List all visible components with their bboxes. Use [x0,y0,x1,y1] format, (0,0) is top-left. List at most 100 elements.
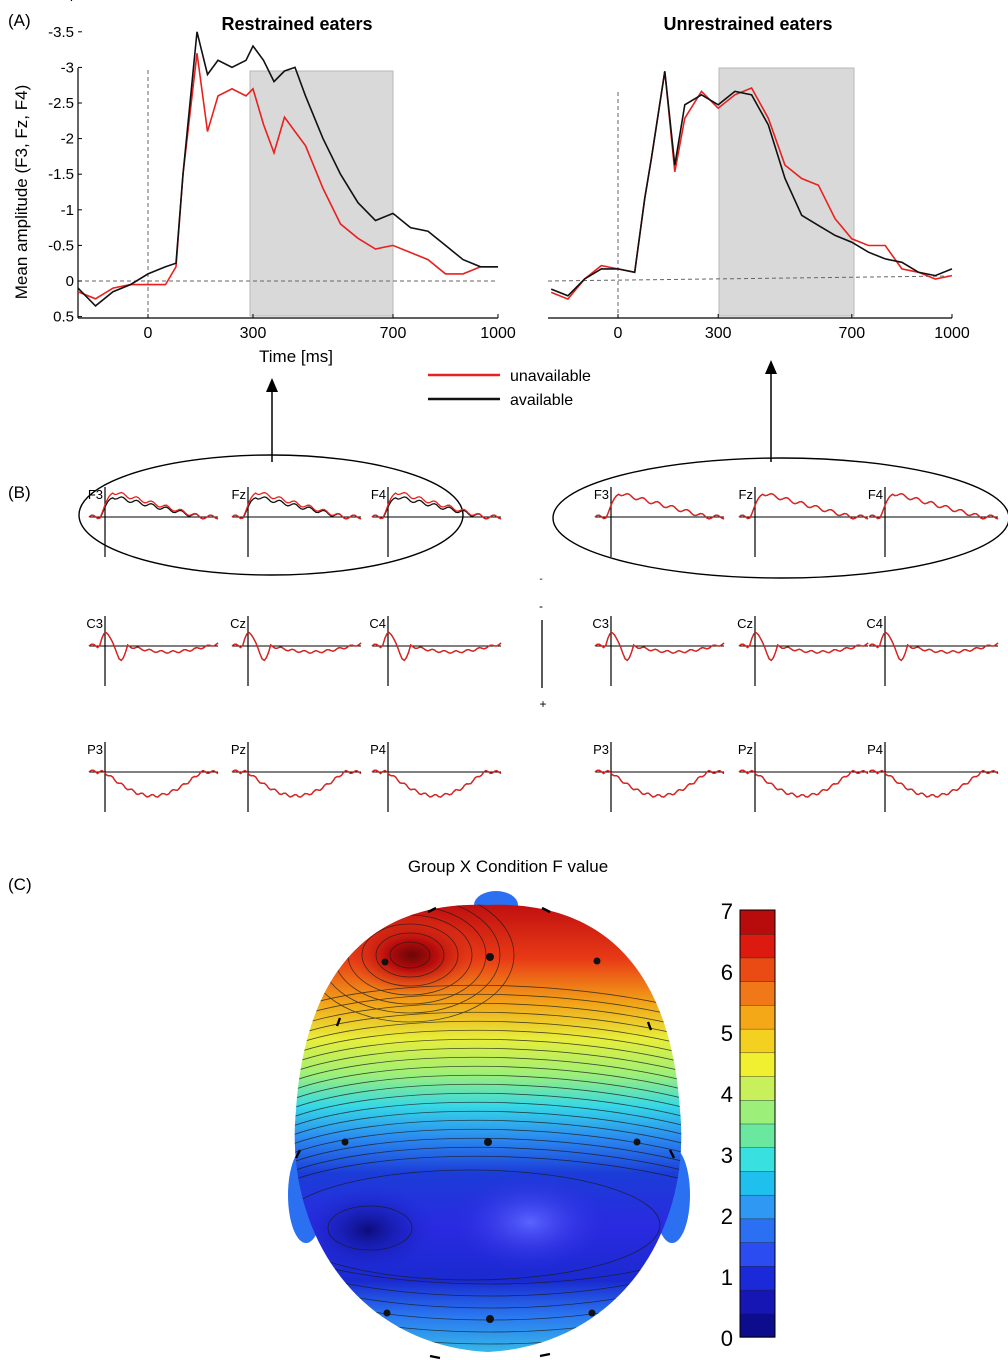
colorbar-tick-label: 5 [721,1021,733,1046]
electrode-p4-unrestrained: P4 [867,742,999,812]
electrode-label: F4 [371,487,386,502]
colorbar: 7 6 5 4 3 2 1 0 [721,899,776,1351]
electrode-label: Pz [231,742,246,757]
mini-series-unavailable [868,769,999,798]
colorbar-swatch [739,1123,776,1148]
mini-series-unavailable [594,631,725,662]
x-tick-label: 0 [144,325,153,342]
topomap-title: Group X Condition F value [408,857,608,876]
y-tick-label: -3 [61,59,74,76]
electrode-c4-restrained: C4 [369,616,502,686]
mini-series-unavailable [231,491,362,520]
mini-series-unavailable [371,491,502,520]
electrode-label: P4 [867,742,883,757]
series-unavailable [77,53,498,300]
colorbar-swatch [739,1028,776,1054]
legend-label-unavailable: unavailable [510,368,591,385]
electrode-f4-restrained: F4 [371,487,502,557]
electrode-pz-restrained: Pz [231,742,362,812]
electrode-label: Cz [737,616,753,631]
electrode-f3-unrestrained: F3 [594,487,725,557]
chart-title: Restrained eaters [221,14,372,34]
y-tick-label: -2.5 [48,95,74,112]
mini-series-available [594,631,725,662]
y-axis-label: Mean amplitude (F3, Fz, F4) [12,85,31,299]
mini-series-unavailable [594,769,725,798]
electrode-f4-unrestrained: F4 [868,487,999,557]
x-axis-label: Time [ms] [259,347,333,366]
legend-label-available: available [510,392,573,409]
x-tick-label: 700 [838,325,865,342]
electrode-fz-restrained: Fz [231,487,362,557]
mini-series-unavailable [868,631,999,662]
frontal-highlight-left [78,454,464,576]
colorbar-swatch [739,909,776,935]
electrode-c4-unrestrained: C4 [866,616,999,686]
electrode-p4-restrained: P4 [370,742,502,812]
colorbar-swatch [739,1170,776,1196]
x-tick-label: 300 [240,325,267,342]
series-available [550,71,953,297]
panel-a-label: (A) [8,11,31,30]
electrode-label: F4 [868,487,883,502]
electrode-label: F3 [88,487,103,502]
electrode-label: P3 [593,742,609,757]
electrode-cz-unrestrained: Cz [737,616,869,686]
electrode-cz-restrained: Cz [230,616,362,686]
mini-series-unavailable [371,769,502,798]
mini-series-unavailable [738,493,869,520]
electrode-c3-unrestrained: C3 [592,616,725,686]
electrode-label: C3 [592,616,609,631]
y-tick-label: -4 [61,0,74,5]
chart-title: Unrestrained eaters [663,14,832,34]
analysis-window [718,67,855,317]
colorbar-swatch [739,1194,776,1220]
electrode-p3-unrestrained: P3 [593,742,725,812]
colorbar-swatch [739,1147,776,1172]
electrode-label: Fz [232,487,246,502]
electrode-label: Fz [739,487,753,502]
mini-series-unavailable [868,493,999,520]
x-tick-label: 1000 [480,325,516,342]
y-tick-label: -1 [61,202,74,219]
electrode-label: C3 [86,616,103,631]
colorbar-swatch [739,1218,776,1243]
mini-series-unavailable [88,631,219,662]
colorbar-swatch [739,1241,776,1267]
colorbar-swatch [739,1289,776,1314]
y-tick-label: 0.5 [53,309,74,326]
colorbar-swatch [739,980,776,1006]
colorbar-swatch [739,1004,776,1030]
chart-unrestrained: Unrestrained eaters 0 300 700 1000 [547,14,970,342]
electrode-label: Pz [738,742,753,757]
colorbar-tick-label: 4 [721,1082,733,1107]
electrode-label: C4 [866,616,883,631]
colorbar-tick-label: 0 [721,1326,733,1351]
mini-series-unavailable [594,493,725,520]
y-tick-label: -1.5 [48,166,74,183]
colorbar-swatch [739,1052,776,1077]
scalp-topomap [288,891,690,1360]
chart-restrained: Restrained eaters -4 -3.5 -3 -2.5 -2 -1.5 -1 -0… [12,0,516,366]
arrow-left [266,378,278,462]
y-tick-label: -0.5 [48,237,74,254]
electrode-label: C4 [369,616,386,631]
colorbar-tick-label: 2 [721,1204,733,1229]
colorbar-tick-label: 1 [721,1265,733,1290]
colorbar-swatch [739,1265,776,1291]
colorbar-swatch [739,957,776,982]
polarity-negative-tick: - [539,599,543,613]
legend: unavailable available [428,368,591,409]
mini-series-unavailable [231,769,362,798]
mini-series-unavailable [738,769,869,798]
mini-series-unavailable [88,491,219,520]
colorbar-tick-label: 6 [721,960,733,985]
zero-amplitude-line [547,275,953,282]
panel-b-label: (B) [8,483,31,502]
electrode-label: F3 [594,487,609,502]
polarity-scale: - - + [539,574,547,711]
mini-series-unavailable [88,769,219,798]
series-available [77,31,498,307]
arrow-right [765,360,777,462]
colorbar-swatch [739,933,776,959]
